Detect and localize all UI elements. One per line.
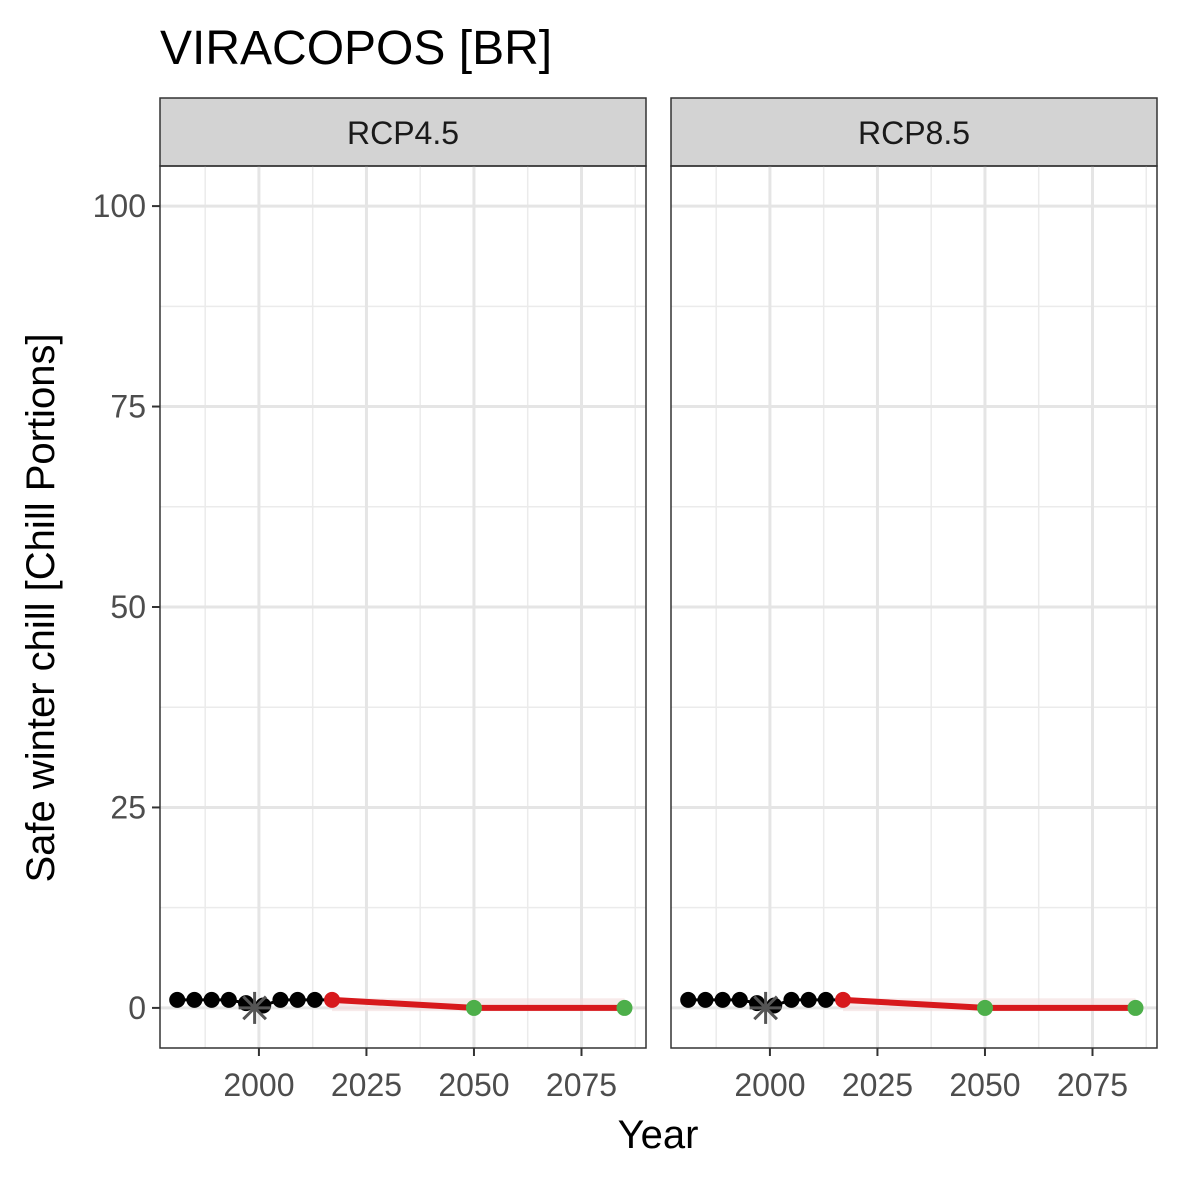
observed-point	[783, 991, 800, 1008]
observed-point	[714, 991, 731, 1008]
observed-point	[203, 991, 220, 1008]
y-tick-label: 100	[93, 188, 146, 224]
x-tick-label: 2075	[1057, 1067, 1128, 1103]
y-tick-label: 50	[110, 589, 146, 625]
observed-point	[272, 991, 289, 1008]
chart-title: VIRACOPOS [BR]	[160, 22, 552, 75]
panel-border	[670, 165, 1158, 1049]
x-tick-label: 2025	[842, 1067, 913, 1103]
projection-point	[616, 999, 633, 1016]
x-tick-label: 2050	[949, 1067, 1020, 1103]
baseline-marker-stroke	[753, 995, 778, 1021]
observed-point	[169, 991, 186, 1008]
y-tick-label: 25	[110, 789, 146, 825]
baseline-marker-stroke	[242, 995, 267, 1021]
projection-point	[324, 991, 341, 1008]
facet-strip-label: RCP4.5	[347, 115, 459, 151]
observed-point	[800, 991, 817, 1008]
projection-point	[1127, 999, 1144, 1016]
panel-rcp4-5: RCP4.5 2000 2025 2050 2075 0 25 50 75 100	[93, 97, 647, 1103]
observed-point	[306, 991, 323, 1008]
y-tick-label: 75	[110, 389, 146, 425]
observed-point	[680, 991, 697, 1008]
observed-point	[731, 991, 748, 1008]
facet-panels: RCP4.5 2000 2025 2050 2075 0 25 50 75 100 RCP8.5 20…	[93, 97, 1158, 1103]
facet-strip-label: RCP8.5	[858, 115, 970, 151]
projection-point	[835, 991, 852, 1008]
x-tick-label: 2000	[223, 1067, 294, 1103]
projection-point	[465, 999, 482, 1016]
observed-point	[697, 991, 714, 1008]
y-axis-label: Safe winter chill [Chill Portions]	[19, 333, 63, 882]
panel-rcp8-5: RCP8.5 2000 2025 2050 2075	[670, 97, 1158, 1103]
observed-point	[817, 991, 834, 1008]
baseline-marker	[238, 991, 271, 1024]
facet-strip	[159, 97, 647, 167]
projection-point	[976, 999, 993, 1016]
observed-point	[220, 991, 237, 1008]
x-tick-label: 2000	[734, 1067, 805, 1103]
x-tick-label: 2050	[438, 1067, 509, 1103]
baseline-marker	[749, 991, 782, 1024]
y-tick-label: 0	[128, 990, 146, 1026]
x-tick-label: 2025	[331, 1067, 402, 1103]
facet-strip	[670, 97, 1158, 167]
observed-point	[289, 991, 306, 1008]
x-axis-label: Year	[618, 1113, 699, 1157]
observed-point	[186, 991, 203, 1008]
x-tick-label: 2075	[546, 1067, 617, 1103]
